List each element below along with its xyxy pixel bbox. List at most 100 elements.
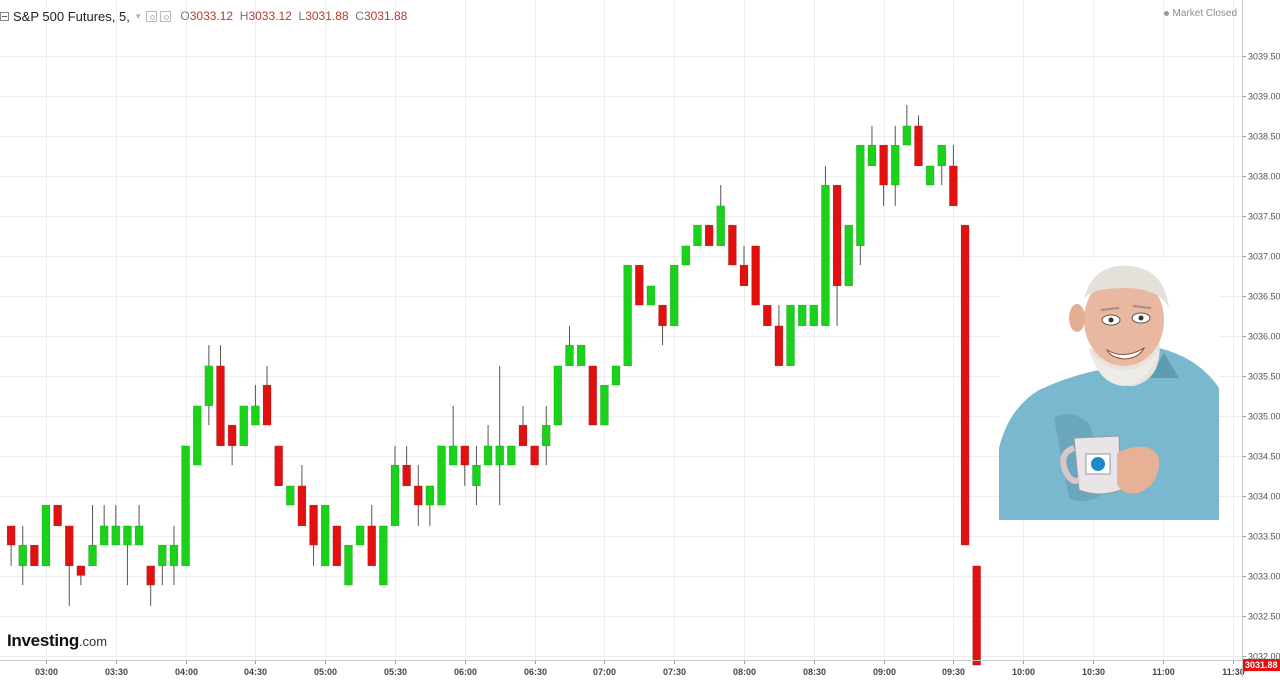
candle (88, 505, 97, 567)
x-tick-label: 06:30 (524, 667, 547, 677)
grid-lines (0, 0, 1242, 660)
candle (355, 525, 365, 546)
x-tick-label: 04:00 (175, 667, 198, 677)
candle (774, 305, 784, 367)
close-label: C (355, 9, 364, 23)
x-tick-label: 07:00 (593, 667, 616, 677)
candle-body-up (111, 525, 121, 546)
candle (716, 185, 725, 247)
visibility-icon[interactable] (160, 10, 172, 22)
candle-body-up (786, 304, 795, 367)
candle (786, 304, 795, 367)
candle-body-down (216, 365, 225, 447)
candle (902, 105, 912, 146)
y-tick-label: 3033.50 (1248, 532, 1280, 542)
candle (158, 544, 167, 586)
candle (437, 445, 446, 506)
candle (30, 544, 39, 567)
close-value: 3031.88 (363, 9, 408, 23)
candle-body-up (239, 405, 249, 447)
candle (693, 224, 702, 247)
candle (204, 345, 214, 426)
y-tick-label: 3035.50 (1248, 372, 1280, 382)
y-tick-label: 3033.00 (1248, 572, 1280, 582)
candles (6, 105, 981, 666)
y-tick-label: 3039.00 (1248, 92, 1280, 102)
candle (879, 144, 888, 206)
candle (111, 505, 121, 546)
candle-body-up (99, 525, 109, 546)
candle (262, 365, 272, 426)
candle-body-up (123, 525, 132, 546)
candle (6, 525, 16, 566)
candle (414, 465, 423, 526)
candle (588, 365, 598, 426)
candle (763, 304, 772, 327)
candle (65, 525, 74, 606)
candle-body-down (739, 264, 749, 287)
candle (286, 485, 295, 506)
candle (274, 445, 283, 487)
candle (18, 525, 27, 586)
candle-body-down (914, 125, 923, 167)
y-tick-label: 3035.00 (1248, 412, 1280, 422)
settings-icon[interactable] (146, 10, 158, 22)
candle (600, 384, 609, 426)
candle-body-down (635, 264, 644, 306)
candle (658, 304, 667, 346)
x-tick-label: 03:30 (105, 667, 128, 677)
candle (216, 345, 225, 447)
candle-body-down (972, 565, 981, 666)
candle-body-up (472, 464, 481, 487)
candle (797, 304, 807, 327)
candle (856, 144, 865, 266)
brand-logo[interactable]: Investing.com (7, 631, 107, 651)
candle-body-up (425, 485, 435, 506)
ohlc-readout: O3033.12 H3033.12 L3031.88 C3031.88 (180, 9, 407, 23)
symbol-title[interactable]: S&P 500 Futures, 5, (13, 8, 130, 24)
collapse-icon[interactable] (0, 11, 9, 21)
candle-body-down (728, 224, 737, 266)
y-tick-label: 3032.00 (1248, 652, 1280, 662)
candle (332, 525, 342, 567)
candle-body-down (6, 525, 16, 546)
candle-body-up (448, 445, 458, 466)
candle-body-down (879, 144, 888, 186)
x-tick-label: 10:00 (1012, 667, 1035, 677)
candle-body-up (553, 365, 563, 426)
candle-body-down (460, 445, 470, 466)
y-tick-label: 3037.00 (1248, 252, 1280, 262)
candle (646, 285, 656, 306)
x-tick-label: 09:00 (873, 667, 896, 677)
candle (76, 565, 86, 586)
candle (507, 445, 516, 466)
candle-body-up (18, 544, 27, 567)
candle (495, 365, 504, 506)
candle-body-up (204, 365, 214, 407)
x-tick-label: 11:30 (1222, 667, 1245, 677)
market-status-text: Market Closed (1172, 8, 1237, 19)
last-price-tag (1243, 659, 1280, 672)
candle-body-up (646, 285, 656, 306)
low-value: 3031.88 (305, 9, 349, 23)
candle-body-up (134, 525, 144, 546)
candle-body-up (88, 544, 97, 567)
chevron-down-icon[interactable]: ▾ (135, 10, 141, 21)
candle (134, 505, 144, 546)
x-tick-label: 10:30 (1082, 667, 1105, 677)
candle-body-up (844, 224, 853, 287)
candle-body-down (76, 565, 86, 576)
candle (425, 485, 435, 526)
candle (576, 344, 586, 367)
candle (251, 385, 260, 426)
brand-name: Investing (7, 631, 79, 650)
candle (448, 405, 458, 466)
candle (123, 525, 132, 586)
candle (320, 504, 330, 567)
candle-body-up (181, 445, 190, 567)
x-tick-label: 09:30 (942, 667, 965, 677)
candle (914, 115, 923, 167)
candle (146, 565, 155, 606)
